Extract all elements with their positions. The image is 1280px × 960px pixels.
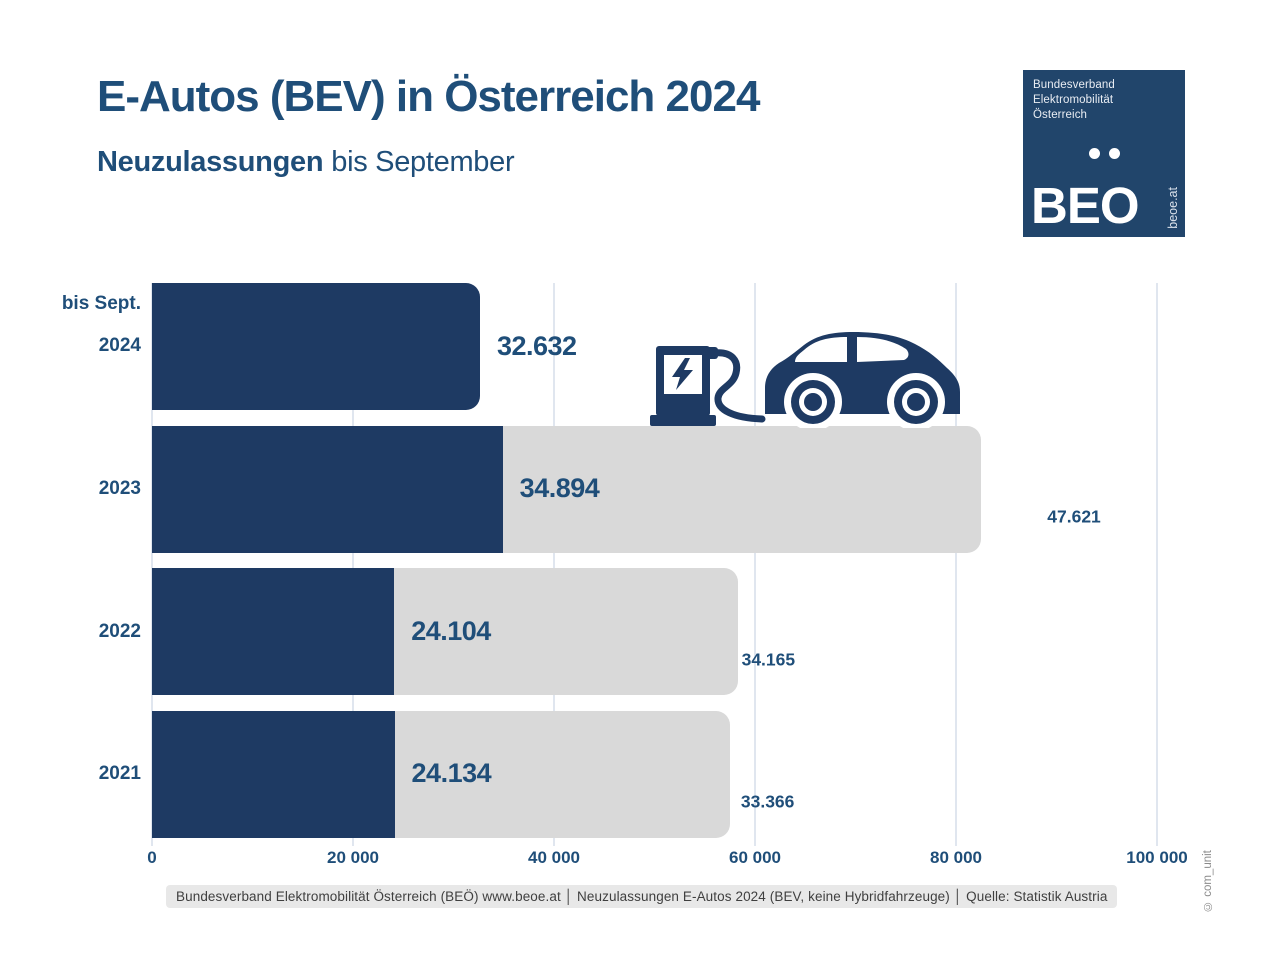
full-year-value-label: 47.621 bbox=[1047, 506, 1101, 527]
category-label-line: bis Sept. bbox=[61, 292, 141, 314]
lightning-bolt-icon bbox=[672, 358, 693, 390]
partial-value-label: 24.134 bbox=[411, 757, 492, 788]
axis-tick-label: 80 000 bbox=[930, 848, 982, 867]
logo-org-line: Bundesverband bbox=[1033, 79, 1115, 91]
axis-tick-label: 100 000 bbox=[1126, 848, 1188, 867]
category-label: 2022 bbox=[20, 568, 141, 695]
logo-org-line: Elektromobilität bbox=[1033, 94, 1114, 107]
logo-org-name: Bundesverband Elektromobilität Österreic… bbox=[1033, 78, 1115, 124]
page-subtitle: Neuzulassungen bis September bbox=[97, 146, 515, 179]
axis-tick-label: 40 000 bbox=[528, 848, 580, 867]
car-icon bbox=[765, 332, 960, 428]
car-front-window bbox=[795, 337, 847, 362]
subtitle-bold: Neuzulassungen bbox=[97, 146, 324, 178]
charging-cable bbox=[710, 349, 766, 423]
gridline bbox=[151, 283, 153, 846]
full-year-bar bbox=[502, 425, 982, 553]
page-title: E-Autos (BEV) in Österreich 2024 bbox=[97, 72, 760, 121]
umlaut-dot-icon bbox=[1089, 148, 1100, 159]
full-year-bar bbox=[394, 568, 738, 695]
partial-value-label: 34.894 bbox=[519, 472, 600, 503]
category-label: 2021 bbox=[20, 711, 141, 838]
umlaut-dot-icon bbox=[1109, 148, 1120, 159]
axis-tick-label: 20 000 bbox=[327, 848, 379, 867]
axis-tick-label: 0 bbox=[147, 848, 157, 867]
logo-website: beoe.at bbox=[1166, 187, 1180, 229]
ev-charging-car-icon bbox=[650, 332, 960, 428]
car-rear-window bbox=[857, 337, 909, 362]
copyright-credit: © com_unit bbox=[1202, 850, 1214, 912]
full-year-value-label: 34.165 bbox=[741, 649, 796, 669]
full-year-value-label: 33.366 bbox=[740, 791, 795, 812]
category-label: 2023 bbox=[20, 426, 141, 553]
gridline bbox=[754, 283, 756, 846]
category-label-line: 2021 bbox=[98, 763, 141, 784]
axis-tick-label: 60 000 bbox=[729, 848, 781, 867]
gridline bbox=[352, 283, 354, 846]
beo-logo: Bundesverband Elektromobilität Österreic… bbox=[1023, 70, 1185, 237]
partial-bar bbox=[152, 710, 395, 838]
charging-station-icon bbox=[650, 346, 718, 426]
full-year-bar bbox=[394, 710, 730, 838]
partial-value-label: 32.632 bbox=[496, 330, 577, 361]
partial-value-label: 24.104 bbox=[411, 615, 491, 646]
category-label-line: 2024 bbox=[98, 334, 141, 356]
category-label-line: 2023 bbox=[98, 478, 141, 499]
partial-bar bbox=[152, 283, 480, 410]
gridline bbox=[1156, 283, 1158, 846]
logo-acronym: BEO bbox=[1031, 177, 1140, 234]
category-label: bis Sept. 2024 bbox=[20, 261, 141, 388]
subtitle-rest: bis September bbox=[331, 146, 515, 178]
partial-bar bbox=[152, 568, 395, 695]
category-label-line: 2022 bbox=[98, 620, 141, 642]
logo-org-line: Österreich bbox=[1033, 109, 1088, 122]
gridline bbox=[955, 283, 957, 846]
partial-bar bbox=[152, 425, 503, 553]
footer-source: Bundesverband Elektromobilität Österreic… bbox=[166, 885, 1118, 908]
gridline bbox=[553, 283, 555, 846]
